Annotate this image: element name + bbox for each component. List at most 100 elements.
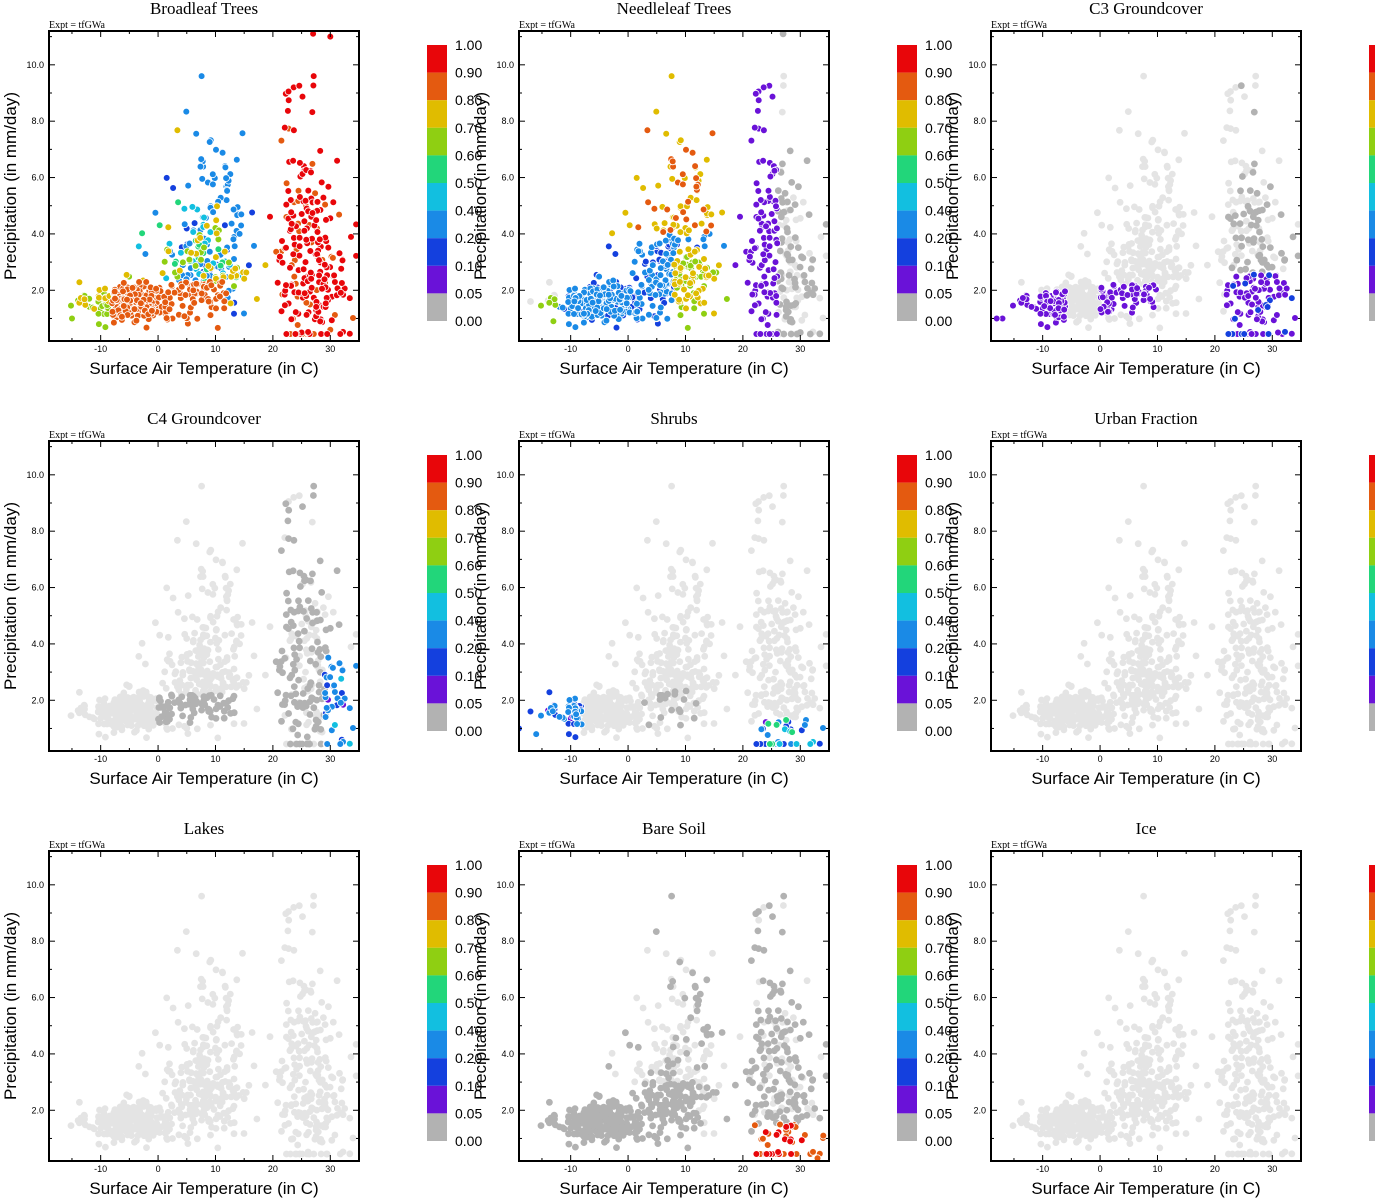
- point: [110, 287, 119, 296]
- point: [199, 568, 207, 575]
- point: [770, 217, 779, 226]
- point: [612, 323, 621, 332]
- x-axis-label: Surface Air Temperature (in C): [1031, 359, 1260, 378]
- point: [758, 671, 766, 679]
- point: [262, 671, 269, 679]
- point: [203, 222, 211, 230]
- point: [659, 638, 667, 646]
- point: [1181, 129, 1188, 137]
- point: [1060, 305, 1068, 314]
- point: [776, 247, 784, 255]
- point: [1266, 244, 1274, 252]
- colorbar-label: 0.60: [455, 147, 482, 163]
- point: [692, 196, 701, 204]
- point: [652, 701, 659, 709]
- point: [648, 653, 656, 661]
- point: [233, 156, 241, 164]
- point: [662, 129, 671, 138]
- point: [320, 275, 329, 284]
- point: [754, 214, 763, 223]
- point: [695, 669, 703, 676]
- point: [773, 709, 780, 717]
- point: [755, 506, 763, 514]
- point: [532, 730, 541, 738]
- point: [1175, 156, 1183, 164]
- point: [233, 621, 241, 629]
- point: [161, 708, 169, 716]
- point: [1081, 687, 1089, 694]
- point: [685, 646, 692, 653]
- point: [707, 632, 715, 639]
- point: [352, 662, 359, 670]
- point: [707, 210, 716, 219]
- point: [296, 662, 303, 669]
- point: [1084, 250, 1091, 258]
- point: [686, 692, 694, 700]
- point: [1231, 212, 1239, 220]
- point: [1068, 708, 1076, 716]
- point: [690, 304, 699, 313]
- point: [1108, 715, 1115, 723]
- point: [283, 623, 290, 631]
- point: [291, 698, 298, 706]
- point: [287, 220, 296, 228]
- point: [654, 181, 663, 190]
- point: [1241, 93, 1248, 100]
- point: [295, 242, 304, 251]
- point: [1069, 303, 1077, 311]
- point: [1080, 639, 1088, 647]
- point: [605, 242, 613, 251]
- point: [1195, 705, 1203, 713]
- colorbar-swatch: [1369, 127, 1375, 156]
- point: [570, 310, 578, 318]
- point: [736, 212, 744, 221]
- point: [816, 294, 824, 302]
- point: [164, 247, 173, 256]
- point: [710, 309, 718, 318]
- point: [290, 608, 298, 616]
- point: [1165, 596, 1173, 604]
- point: [811, 695, 819, 702]
- point: [703, 621, 711, 629]
- point: [67, 301, 75, 310]
- point: [198, 700, 206, 707]
- point: [1231, 314, 1239, 323]
- point: [320, 261, 329, 269]
- point: [179, 671, 187, 679]
- point: [1244, 197, 1251, 205]
- point: [213, 202, 221, 211]
- point: [1133, 284, 1141, 292]
- point: [652, 518, 660, 525]
- point: [152, 284, 160, 293]
- point: [1192, 242, 1200, 250]
- point: [1226, 187, 1234, 195]
- point: [1141, 624, 1149, 631]
- point: [1236, 720, 1244, 728]
- point: [213, 612, 221, 620]
- point: [1177, 272, 1185, 279]
- point: [760, 288, 769, 297]
- point: [662, 540, 670, 548]
- point: [657, 264, 665, 272]
- point: [1162, 304, 1170, 312]
- point: [793, 294, 801, 302]
- colorbar-label: 0.60: [925, 557, 952, 573]
- point: [609, 282, 618, 291]
- point: [761, 666, 769, 674]
- colorbar-swatch: [897, 293, 917, 321]
- point: [281, 697, 289, 705]
- point: [799, 664, 807, 672]
- x-tick-label: 30: [795, 344, 805, 354]
- point: [748, 647, 756, 655]
- point: [213, 626, 220, 633]
- point: [237, 221, 245, 230]
- point: [757, 725, 766, 734]
- point: [1111, 594, 1119, 602]
- point: [590, 689, 598, 697]
- point: [751, 301, 759, 310]
- point: [609, 687, 617, 694]
- x-tick-label: 10: [680, 344, 690, 354]
- point: [1227, 96, 1235, 104]
- point: [200, 631, 207, 639]
- point: [178, 693, 186, 701]
